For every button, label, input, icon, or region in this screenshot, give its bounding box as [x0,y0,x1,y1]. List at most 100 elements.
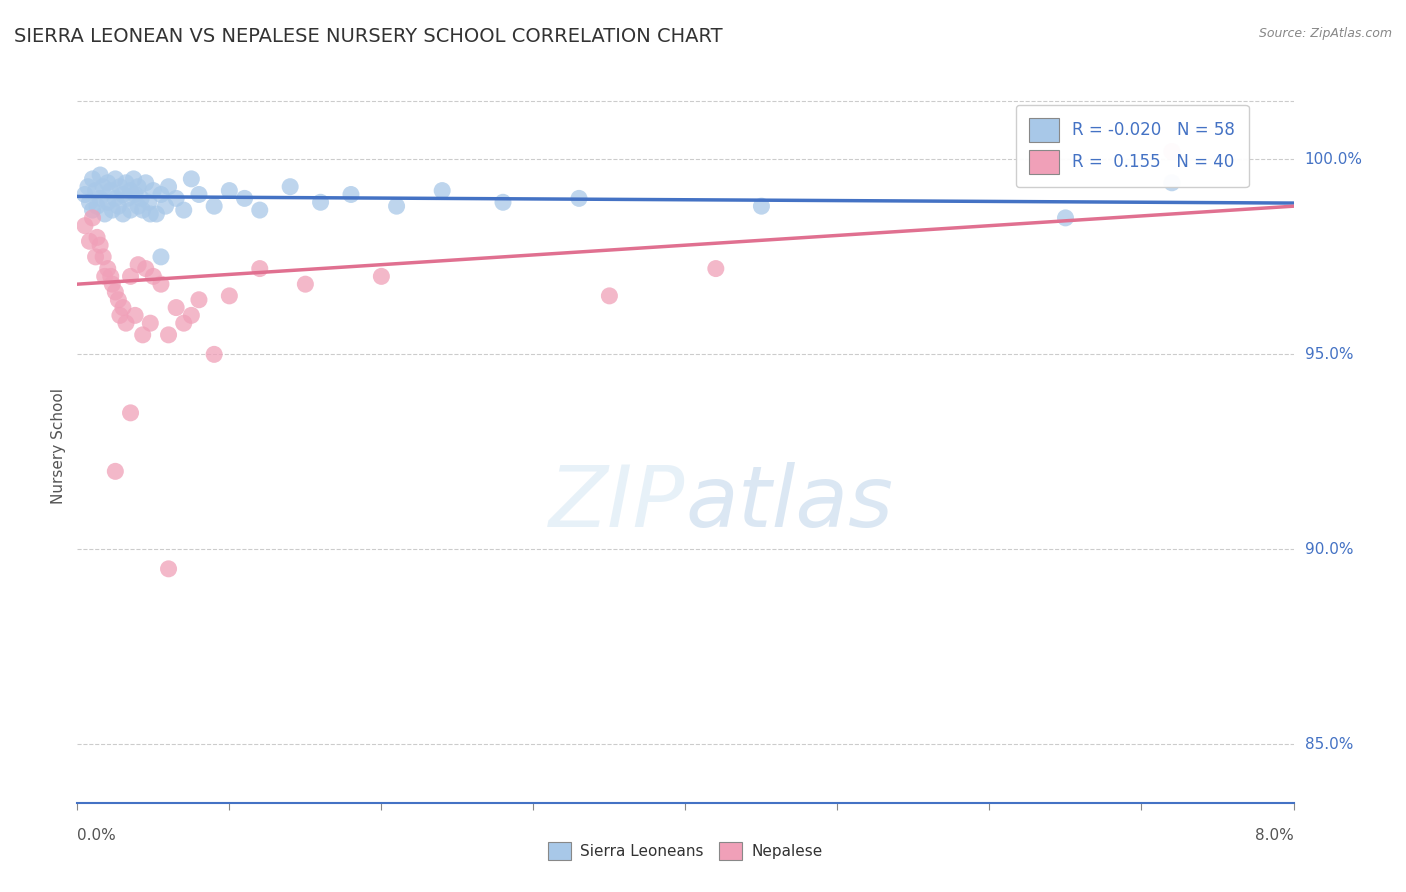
Point [124,187,146,202]
Point [165,301,187,315]
Point [82,172,104,186]
Point [180,172,202,186]
Point [370,269,392,284]
Point [149,187,172,202]
Point [145,207,167,221]
Point [100,184,122,198]
Point [138,195,160,210]
Point [568,191,591,205]
Point [111,207,134,221]
Point [1054,211,1077,225]
Point [249,261,271,276]
Point [122,172,145,186]
Point [385,199,408,213]
Text: 0.0%: 0.0% [77,828,117,843]
Point [82,211,104,225]
Point [129,191,152,205]
Point [127,199,149,213]
Point [218,289,240,303]
Point [127,179,149,194]
Point [104,285,127,299]
Point [309,195,332,210]
Point [79,234,101,248]
Point [82,203,104,218]
Point [1161,145,1184,159]
Point [89,238,111,252]
Point [127,258,149,272]
Text: Source: ZipAtlas.com: Source: ZipAtlas.com [1258,27,1392,40]
Point [84,184,107,198]
Point [142,269,165,284]
Text: 85.0%: 85.0% [1305,737,1353,752]
Point [294,277,316,292]
Point [91,179,114,194]
Point [157,562,180,576]
Point [120,203,142,218]
Point [115,316,138,330]
Point [93,269,115,284]
Point [157,327,180,342]
Point [79,195,101,210]
Point [107,199,129,213]
Point [108,309,131,323]
Text: ZIP: ZIP [550,461,686,545]
Point [120,184,142,198]
Point [165,191,187,205]
Point [97,176,120,190]
Point [117,191,139,205]
Point [202,199,225,213]
Point [704,261,727,276]
Point [115,176,138,190]
Point [139,207,162,221]
Point [101,277,124,292]
Point [149,250,172,264]
Point [73,187,96,202]
Y-axis label: Nursery School: Nursery School [51,388,66,504]
Point [111,187,134,202]
Point [111,301,134,315]
Point [598,289,620,303]
Point [86,199,108,213]
Text: 100.0%: 100.0% [1305,152,1362,167]
Text: atlas: atlas [686,461,893,545]
Point [142,184,165,198]
Point [77,179,100,194]
Point [93,207,115,221]
Point [135,176,157,190]
Point [131,327,153,342]
Point [218,184,240,198]
Text: 8.0%: 8.0% [1254,828,1294,843]
Point [430,184,453,198]
Point [188,293,211,307]
Point [107,293,129,307]
Point [202,347,225,361]
Point [101,203,124,218]
Point [104,464,127,478]
Point [89,168,111,182]
Text: 90.0%: 90.0% [1305,541,1353,557]
Point [84,250,107,264]
Point [131,203,153,218]
Point [340,187,363,202]
Point [157,179,180,194]
Point [173,316,195,330]
Point [120,269,142,284]
Point [188,187,211,202]
Point [278,179,301,194]
Point [91,250,114,264]
Point [173,203,195,218]
Point [124,309,146,323]
Point [104,172,127,186]
Point [149,277,172,292]
Point [89,191,111,205]
Point [135,261,157,276]
Point [108,179,131,194]
Point [100,269,122,284]
Point [97,261,120,276]
Point [233,191,256,205]
Point [97,195,120,210]
Point [86,230,108,244]
Point [751,199,773,213]
Point [180,309,202,323]
Legend: Sierra Leoneans, Nepalese: Sierra Leoneans, Nepalese [543,836,828,866]
